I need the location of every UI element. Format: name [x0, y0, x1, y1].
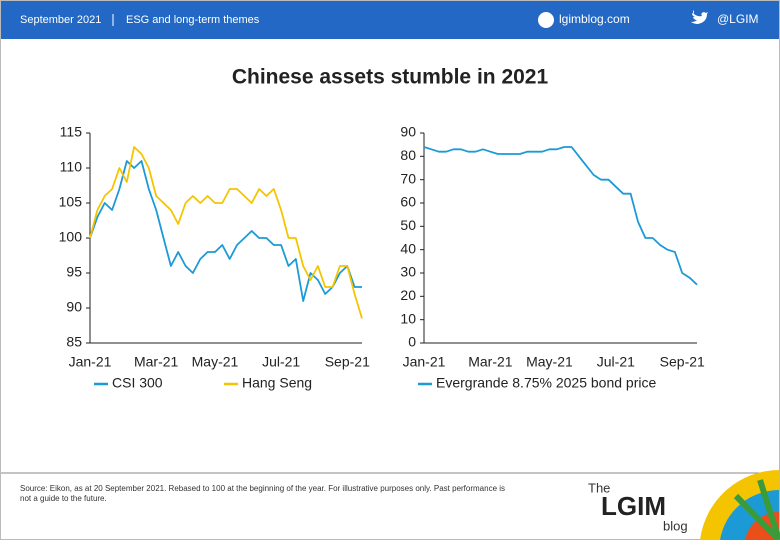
legend-label: Hang Seng	[242, 375, 312, 391]
y-tick-label: 90	[66, 299, 82, 315]
x-tick-label: Sep-21	[325, 354, 370, 370]
x-tick-label: Sep-21	[660, 354, 705, 370]
footer-source: not a guide to the future.	[20, 494, 107, 503]
footer-source: Source: Eikon, as at 20 September 2021. …	[20, 484, 505, 493]
y-tick-label: 70	[400, 170, 416, 186]
y-tick-label: 85	[66, 334, 82, 350]
y-tick-label: 110	[60, 159, 83, 175]
series-line	[89, 146, 363, 319]
y-tick-label: 0	[408, 334, 416, 350]
y-tick-label: 10	[400, 310, 416, 326]
y-tick-label: 20	[400, 287, 416, 303]
y-tick-label: 95	[66, 264, 82, 280]
x-tick-label: Mar-21	[134, 354, 179, 370]
x-tick-label: Jan-21	[403, 354, 446, 370]
y-tick-label: 30	[400, 264, 416, 280]
x-tick-label: May-21	[526, 354, 573, 370]
x-tick-label: Mar-21	[468, 354, 513, 370]
logo: The LGIM blog	[588, 470, 780, 543]
x-tick-label: Jan-21	[69, 354, 112, 370]
series-line	[423, 146, 698, 286]
site-icon	[538, 12, 554, 28]
legend-label: CSI 300	[112, 375, 163, 391]
y-tick-label: 90	[400, 124, 416, 140]
header-section: ESG and long-term themes	[126, 14, 260, 26]
y-tick-label: 100	[59, 229, 83, 245]
y-tick-label: 60	[400, 194, 416, 210]
logo-umbrella	[733, 479, 780, 543]
x-tick-label: May-21	[192, 354, 239, 370]
x-tick-label: Jul-21	[597, 354, 635, 370]
legend-label: Evergrande 8.75% 2025 bond price	[436, 375, 656, 391]
header-handle[interactable]: @LGIM	[717, 12, 759, 26]
y-tick-label: 40	[400, 240, 416, 256]
twitter-icon	[691, 10, 708, 24]
x-tick-label: Jul-21	[262, 354, 300, 370]
y-tick-label: 80	[400, 147, 416, 163]
header-site[interactable]: lgimblog.com	[559, 12, 630, 26]
y-tick-label: 115	[60, 124, 83, 140]
header-date: September 2021	[20, 14, 101, 26]
logo-blog: blog	[663, 518, 688, 533]
series-line	[89, 160, 362, 302]
logo-the: The	[588, 480, 610, 495]
slide-title: Chinese assets stumble in 2021	[232, 66, 549, 89]
logo-main: LGIM	[601, 491, 666, 521]
y-tick-label: 50	[400, 217, 416, 233]
y-tick-label: 105	[59, 194, 83, 210]
header-bar	[1, 1, 779, 39]
